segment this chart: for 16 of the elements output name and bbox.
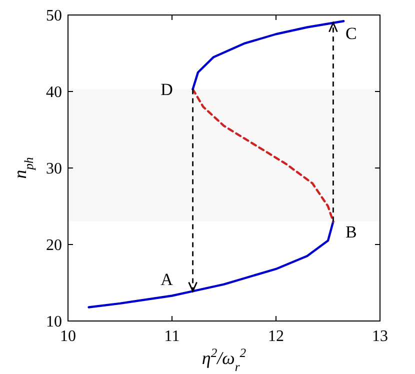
y-tick-label: 10 [46,314,62,331]
line-series [192,20,345,90]
x-tick-label: 13 [372,328,388,345]
annotation: C [346,24,357,43]
annotation: D [160,80,173,100]
line-series [88,220,334,308]
y-tick-label: 40 [46,84,62,102]
annotation: A [160,270,174,290]
annotation: B [346,222,357,242]
y-tick-label: 20 [46,237,62,254]
x-tick-label: 11 [164,328,180,345]
x-tick-label: 10 [60,328,76,345]
y-tick-label: 30 [46,160,62,178]
line-series [192,88,334,223]
x-tick-label: 12 [268,328,284,345]
y-tick-label: 50 [46,8,62,25]
